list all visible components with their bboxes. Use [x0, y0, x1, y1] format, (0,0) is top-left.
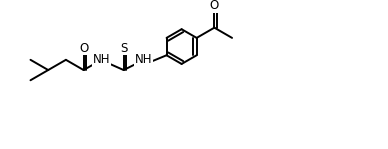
Text: NH: NH — [135, 53, 152, 66]
Text: S: S — [120, 42, 127, 55]
Text: O: O — [210, 0, 219, 12]
Text: NH: NH — [93, 53, 110, 66]
Text: O: O — [79, 42, 88, 55]
